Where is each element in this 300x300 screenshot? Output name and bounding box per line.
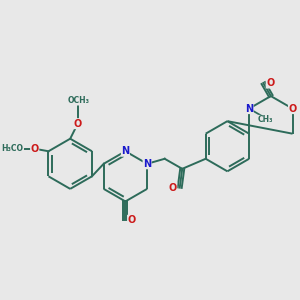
Text: N: N — [245, 103, 253, 114]
Text: OCH₃: OCH₃ — [68, 96, 90, 105]
Text: O: O — [128, 215, 136, 225]
Text: O: O — [169, 183, 177, 193]
Text: O: O — [266, 78, 275, 88]
Text: CH₃: CH₃ — [258, 115, 274, 124]
Text: N: N — [121, 146, 130, 156]
Text: O: O — [74, 119, 82, 129]
Text: O: O — [288, 103, 297, 114]
Text: N: N — [143, 159, 151, 169]
Text: O: O — [31, 144, 39, 154]
Text: H₃CO: H₃CO — [2, 144, 24, 153]
